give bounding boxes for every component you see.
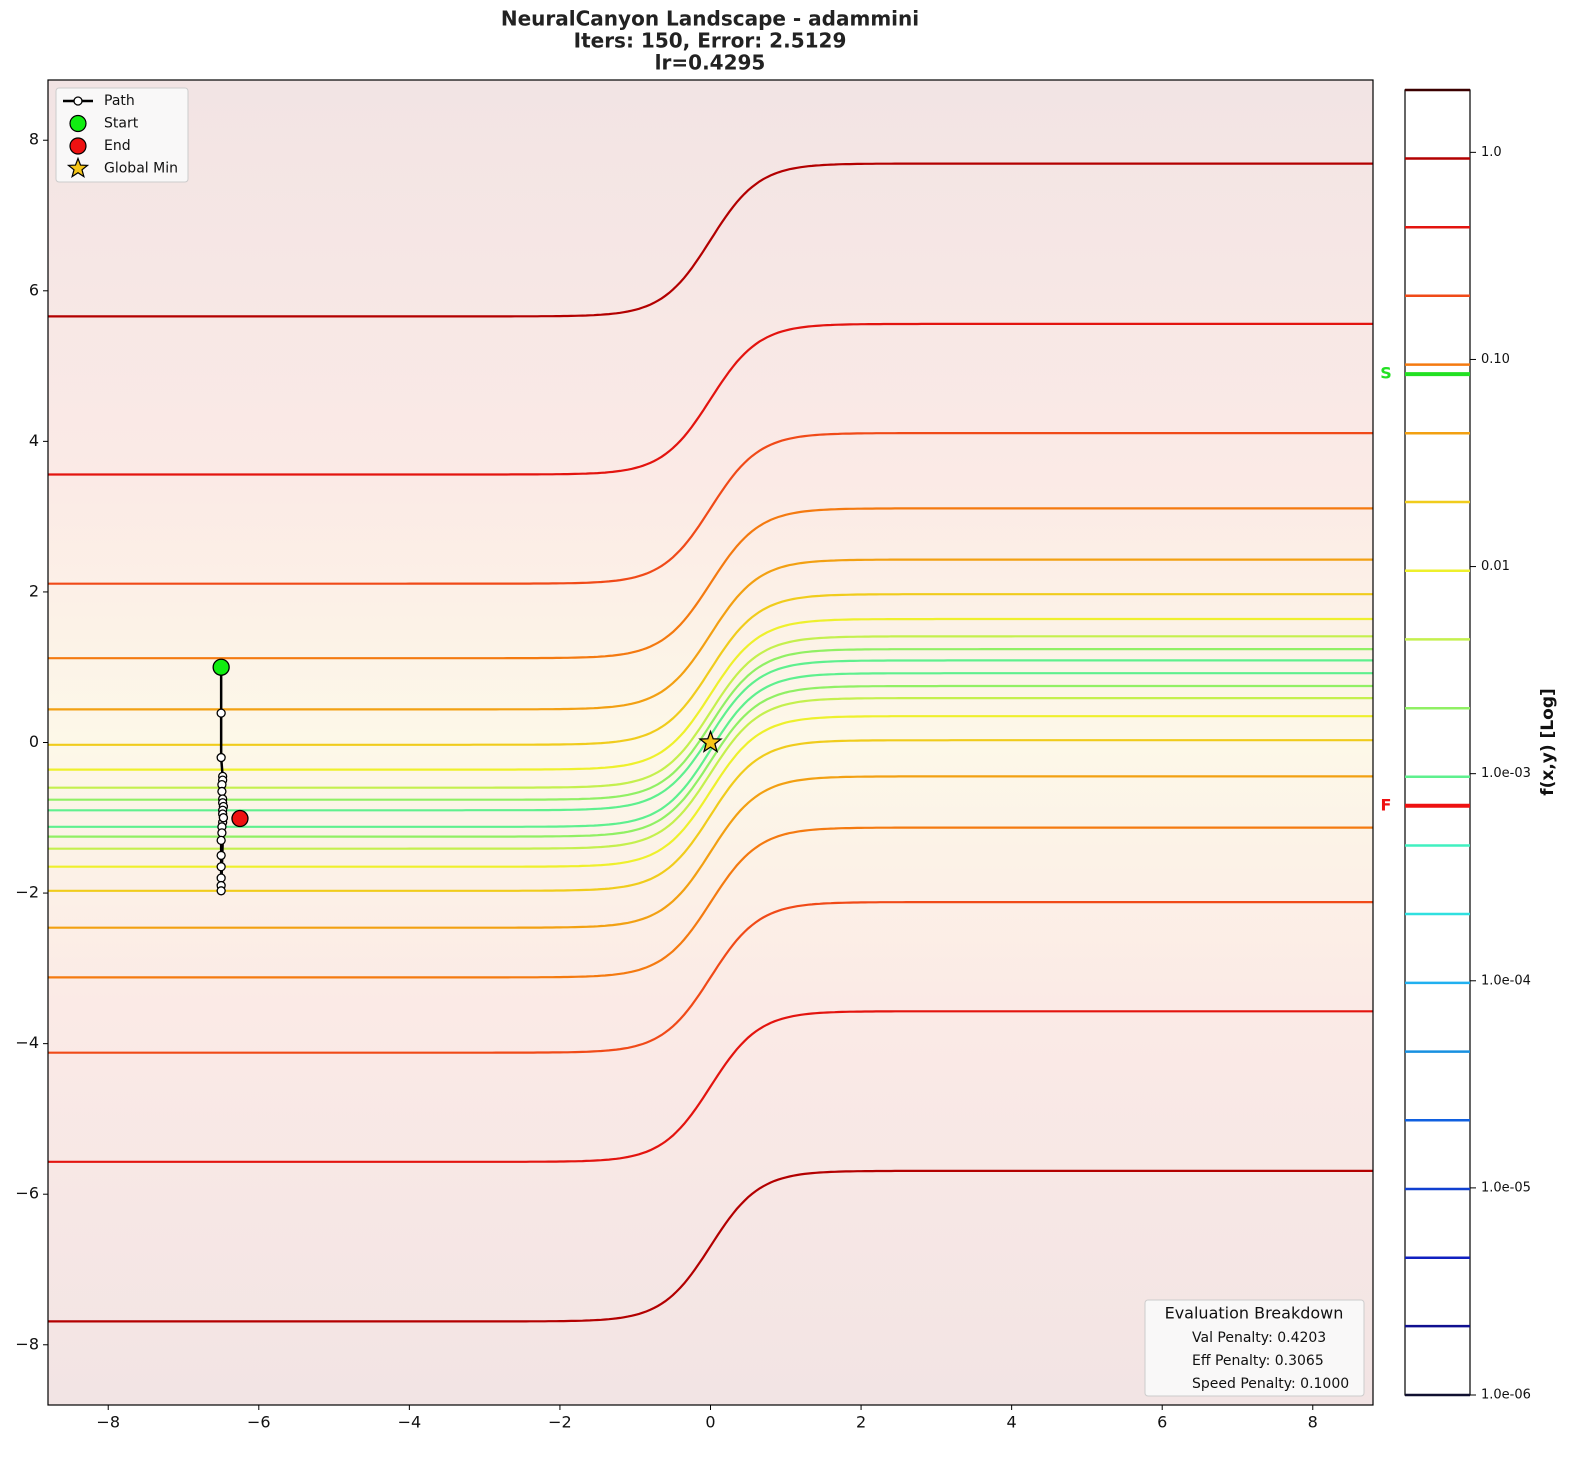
contour-line	[48, 697, 1373, 850]
evaluation-line: Eff Penalty: 0.3065	[1192, 1353, 1324, 1369]
contour-line	[48, 1010, 1373, 1163]
path-point	[216, 850, 226, 861]
evaluation-line: Val Penalty: 0.4203	[1192, 1330, 1326, 1346]
colorbar-tick-label: 0.10	[1481, 352, 1510, 367]
contour-line	[48, 672, 1373, 828]
colorbar-tick-label: 1.0e-05	[1481, 1180, 1531, 1195]
y-tick-label: 4	[29, 431, 39, 450]
x-tick-label: −8	[96, 1413, 120, 1432]
start-marker	[212, 658, 230, 676]
evaluation-box	[1144, 1299, 1365, 1397]
chart-subtitle: Iters: 150, Error: 2.5129	[574, 29, 847, 53]
x-tick-label: 8	[1308, 1413, 1318, 1432]
path-point	[216, 752, 226, 763]
path-point	[216, 862, 226, 872]
x-tick-label: 2	[856, 1413, 866, 1432]
y-tick-label: −6	[15, 1184, 39, 1203]
colorbar-marker-label: F	[1381, 795, 1392, 814]
x-tick-label: −6	[247, 1413, 271, 1432]
x-tick-label: −2	[548, 1413, 572, 1432]
x-tick-label: 0	[705, 1413, 715, 1432]
y-tick-label: −2	[15, 883, 39, 902]
contour-line	[48, 739, 1373, 892]
contour-line	[48, 648, 1373, 801]
y-tick-label: 6	[29, 280, 39, 299]
contour-line	[48, 432, 1373, 585]
contour-line	[48, 162, 1373, 318]
contour-line	[48, 593, 1373, 746]
y-tick-label: −8	[15, 1334, 39, 1353]
contour-line	[48, 901, 1373, 1054]
path-point	[216, 835, 226, 846]
contour-line	[48, 635, 1373, 789]
path-point	[218, 813, 229, 823]
legend-swatch	[69, 137, 87, 155]
legend-label: Start	[104, 116, 139, 132]
contour-line	[48, 715, 1373, 868]
chart-title: NeuralCanyon Landscape - adammini	[501, 7, 919, 31]
end-marker	[231, 809, 249, 828]
legend-swatch	[73, 96, 83, 106]
overlay	[212, 658, 723, 896]
path-point	[216, 708, 226, 718]
x-tick-label: 4	[1007, 1413, 1017, 1432]
plot	[48, 162, 1373, 1323]
colorbar-tick-label: 0.01	[1481, 559, 1510, 574]
colorbar-label: f(x,y) [Log]	[1538, 688, 1558, 796]
contour-line	[48, 558, 1373, 711]
y-tick-label: 8	[29, 130, 39, 149]
path-point	[216, 873, 226, 883]
x-tick-label: −4	[398, 1413, 422, 1432]
evaluation-title: Evaluation Breakdown	[1165, 1304, 1344, 1323]
colorbar-tick-label: 1.0	[1481, 145, 1502, 160]
contour-line	[48, 1169, 1373, 1323]
y-tick-label: 2	[29, 581, 39, 600]
colorbar-tick-label: 1.0e-06	[1481, 1388, 1531, 1403]
legend-swatch	[66, 156, 90, 178]
legend-label: Path	[104, 93, 135, 109]
legend-label: End	[104, 138, 131, 154]
chart-subtitle: lr=0.4295	[655, 51, 766, 75]
path-point	[217, 786, 227, 797]
contour-line	[48, 507, 1373, 660]
contour-line	[48, 322, 1373, 476]
evaluation-line: Speed Penalty: 0.1000	[1192, 1376, 1349, 1392]
legend-swatch	[69, 114, 87, 133]
contour-line	[48, 684, 1373, 838]
contour-line	[48, 617, 1373, 771]
colorbar-tick-label: 1.0e-03	[1481, 766, 1531, 781]
colorbar-tick-label: 1.0e-04	[1481, 973, 1531, 988]
global-min-marker	[698, 729, 723, 753]
path-point	[216, 886, 226, 896]
x-tick-label: 6	[1157, 1413, 1167, 1432]
contour-line	[48, 775, 1373, 929]
contour-line	[48, 826, 1373, 979]
legend-box	[55, 87, 189, 183]
y-tick-label: 0	[29, 732, 39, 751]
colorbar	[1404, 89, 1471, 1396]
legend-label: Global Min	[104, 161, 178, 177]
y-tick-label: −4	[15, 1033, 39, 1052]
colorbar-marker-label: S	[1380, 364, 1392, 383]
path-point	[217, 828, 227, 838]
